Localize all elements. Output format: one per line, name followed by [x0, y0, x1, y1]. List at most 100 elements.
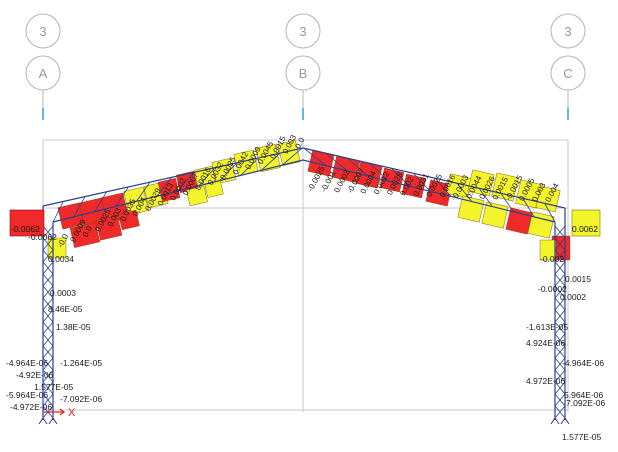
bracing-member: [304, 148, 327, 166]
bracing-member: [501, 193, 514, 212]
bracing-member: [156, 177, 172, 197]
bracing-member: [554, 393, 566, 407]
right-column-value: -1.613E-05: [526, 322, 568, 332]
bracing-member: [198, 167, 215, 187]
bracing-member: [115, 187, 129, 207]
right-column-value: 4.924E-06: [526, 338, 565, 348]
left-column-value: -4.92E-06: [16, 370, 54, 380]
right-column-value: -0.0002: [538, 284, 567, 294]
diagram-block: [186, 185, 208, 207]
right-column-value: 4.972E-06: [526, 376, 565, 386]
bracing-member: [435, 178, 452, 197]
bracing-member: [554, 369, 566, 383]
bracing-member: [42, 237, 54, 251]
axis-x-label: X: [68, 407, 76, 419]
bracing-member: [554, 297, 566, 311]
left-column-value: -1.264E-05: [60, 358, 102, 368]
bracing-member: [73, 196, 86, 218]
bracing-member: [554, 321, 566, 335]
grid-bubble-a-letter: A: [39, 66, 48, 81]
bracing-member: [136, 182, 150, 202]
bracing-member: [240, 158, 259, 176]
bracing-member: [42, 225, 54, 239]
left-column-value: -4.964E-06: [6, 358, 48, 368]
bracing-member: [554, 237, 566, 251]
bracing-member: [42, 285, 54, 299]
left-end-value: -0.0062: [11, 224, 40, 234]
bracing-member: [42, 249, 54, 263]
left-column-value: 0.0034: [48, 254, 74, 264]
bracing-member: [554, 261, 566, 275]
bracing-member: [554, 345, 566, 359]
right-column-value: 5.964E-06: [564, 390, 603, 400]
left-column-value: -4.972E-06: [10, 402, 52, 412]
bracing-member: [326, 153, 347, 171]
bracing-member: [94, 192, 107, 212]
bracing-member: [219, 163, 237, 181]
diagram-block: [539, 239, 557, 261]
bracing-member: [261, 153, 280, 171]
left-column-value: 1.38E-05: [56, 322, 91, 332]
bracing-member: [370, 163, 389, 181]
right-support-icon: [550, 417, 570, 425]
grid-bubble-b-letter: B: [299, 66, 308, 81]
left-end-value-box[interactable]: -0.0062: [9, 209, 45, 237]
bracing-member: [177, 172, 194, 192]
grid-bubble-b-number: 3: [299, 24, 306, 39]
bracing-member: [42, 345, 54, 359]
diagram-block: [118, 209, 140, 231]
bracing-member: [42, 369, 54, 383]
grid-bubble-a[interactable]: 3 A: [25, 13, 61, 120]
bracing-member: [457, 183, 472, 202]
left-support-icon: [38, 417, 58, 425]
left-column-value: 8.46E-05: [48, 304, 83, 314]
bracing-member: [554, 249, 566, 263]
bracing-member: [391, 168, 410, 187]
grid-bubble-c[interactable]: 3 C: [550, 13, 586, 120]
bracing-member: [544, 203, 556, 223]
right-end-value-box[interactable]: 0.0062: [571, 209, 601, 237]
left-column-value: -7.092E-06: [60, 394, 102, 404]
bracing-member: [554, 333, 566, 347]
bracing-member: [281, 148, 302, 166]
frame-bracing: [42, 148, 566, 419]
bracing-member: [522, 198, 535, 218]
grid-bubble-c-letter: C: [563, 66, 572, 81]
diagram-block: [527, 211, 555, 239]
bracing-member: [554, 285, 566, 299]
bracing-member: [42, 321, 54, 335]
bracing-member: [42, 333, 54, 347]
grid-bubble-a-number: 3: [39, 24, 46, 39]
bracing-member: [42, 273, 54, 287]
right-column-value: -4.964E-06: [562, 358, 604, 368]
bracing-member: [554, 225, 566, 239]
bracing-member: [52, 201, 64, 223]
diagram-block: [379, 167, 405, 193]
left-column-value: 0.0003: [50, 288, 76, 298]
bracing-member: [554, 357, 566, 371]
grid-bubble-b[interactable]: 3 B: [285, 13, 321, 120]
diagram-block: [95, 215, 123, 241]
bracing-member: [413, 173, 431, 192]
bracing-member: [554, 309, 566, 323]
bracing-member: [554, 381, 566, 395]
bracing-member: [479, 188, 493, 207]
right-column-value: 1.577E-05: [562, 432, 601, 442]
diagram-block: [69, 222, 101, 248]
grid-bubble-c-number: 3: [564, 24, 571, 39]
bracing-member: [554, 273, 566, 287]
diagram-block: [481, 201, 509, 229]
diagram-block: [467, 169, 495, 197]
bracing-member: [554, 405, 566, 419]
bracing-member: [42, 393, 54, 407]
diagram-block: [505, 207, 533, 235]
right-column-value: -0.002: [540, 254, 564, 264]
bracing-member: [42, 381, 54, 395]
bracing-member: [42, 309, 54, 323]
bracing-member: [348, 158, 368, 176]
bracing-member: [42, 297, 54, 311]
right-column-value: 7.092E-06: [566, 398, 605, 408]
force-diagram: [47, 140, 571, 261]
